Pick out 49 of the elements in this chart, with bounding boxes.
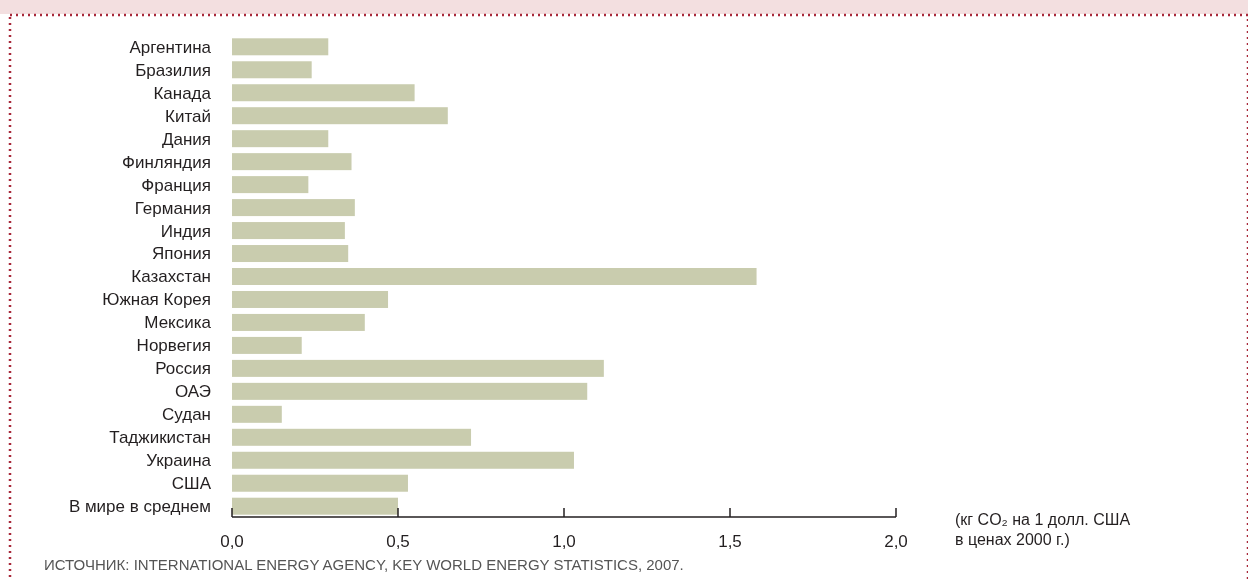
y-tick-label: Казахстан — [131, 267, 211, 287]
bar — [232, 474, 408, 492]
bar — [232, 359, 604, 377]
bar — [232, 313, 365, 331]
bar — [232, 428, 472, 446]
y-tick-label: ОАЭ — [174, 382, 211, 402]
bar — [232, 382, 588, 400]
x-tick-label: 0,5 — [386, 532, 410, 551]
bar — [232, 497, 398, 515]
y-tick-label: Франция — [141, 175, 211, 195]
bar — [232, 336, 302, 354]
bar — [232, 451, 574, 469]
y-tick-label: Финляндия — [122, 152, 211, 172]
bar — [232, 130, 329, 148]
y-tick-label: Бразилия — [135, 60, 211, 80]
y-tick-label: Аргентина — [129, 37, 212, 57]
bar — [232, 61, 312, 79]
y-tick-label: Норвегия — [136, 336, 211, 356]
bar — [232, 176, 309, 194]
y-tick-label: Дания — [161, 129, 211, 149]
y-tick-label: Мексика — [144, 313, 212, 333]
y-tick-label: Германия — [134, 198, 211, 218]
x-tick-label: 2,0 — [884, 532, 908, 551]
x-tick-label: 0,0 — [220, 532, 244, 551]
bar — [232, 84, 415, 102]
x-axis-title: (кг CO₂ на 1 долл. США в ценах 2000 г.) — [955, 511, 1131, 548]
bar — [232, 245, 349, 263]
y-tick-label: Китай — [165, 106, 211, 126]
y-tick-label: Канада — [153, 83, 212, 103]
y-tick-label: Россия — [155, 359, 211, 379]
bar — [232, 107, 448, 125]
y-tick-label: Таджикистан — [109, 428, 211, 448]
y-tick-label: Судан — [162, 405, 211, 425]
bar — [232, 153, 352, 171]
x-tick-label: 1,5 — [718, 532, 742, 551]
bar — [232, 199, 355, 217]
bar — [232, 405, 282, 423]
y-tick-label: США — [171, 474, 212, 494]
y-tick-label: Япония — [151, 244, 211, 264]
text: ИСТОЧНИК: INTERNATIONAL ENERGY AGENCY, KEY WORLD ENERGY STATISTICS, 2007. — [44, 556, 684, 573]
bar — [232, 268, 757, 285]
y-tick-label: В мире в среднем — [68, 497, 211, 517]
bar — [232, 38, 329, 56]
x-tick-label: 1,0 — [552, 532, 576, 551]
bar — [232, 290, 389, 308]
y-tick-label: Индия — [160, 221, 211, 241]
bar — [232, 222, 345, 240]
y-tick-label: Украина — [146, 451, 212, 471]
y-tick-label: Южная Корея — [102, 290, 211, 310]
